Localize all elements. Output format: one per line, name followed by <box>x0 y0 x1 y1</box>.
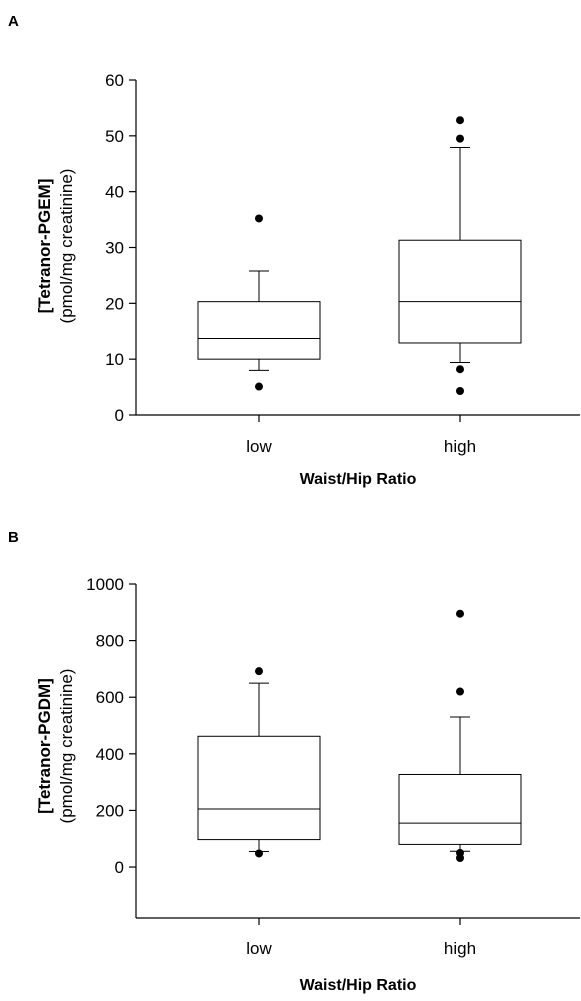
chart-panel-a: A [Tetranor-PGEM] (pmol/mg creatinine) W… <box>0 0 581 498</box>
outlier-point <box>255 382 263 391</box>
outlier-point <box>255 849 263 858</box>
y-tick-label: 600 <box>96 688 124 707</box>
plot-area-a: 0 10 20 30 40 50 60 low high <box>105 71 580 456</box>
y-axis-label-sub-b: (pmol/mg creatinine) <box>57 669 76 824</box>
outlier-point <box>456 687 464 696</box>
iqr-box <box>398 773 522 845</box>
y-axis-label-main-a: [Tetranor-PGEM] <box>35 179 54 314</box>
panel-label-b: B <box>8 529 19 546</box>
plot-area-b: 0 200 400 600 800 1000 low high <box>86 575 580 958</box>
outlier-point <box>456 386 464 395</box>
y-tick-label: 400 <box>96 745 124 764</box>
y-tick-label: 30 <box>105 239 124 258</box>
outlier-point <box>456 848 464 857</box>
y-tick-label: 1000 <box>86 575 124 594</box>
y-tick-label: 20 <box>105 294 124 313</box>
iqr-box <box>398 239 522 344</box>
box-high <box>398 609 522 862</box>
y-axis-label-main-b: [Tetranor-PGDM] <box>35 678 54 814</box>
x-tick-label-high: high <box>444 939 476 958</box>
iqr-box <box>197 301 321 360</box>
y-tick-label: 60 <box>105 71 124 90</box>
chart-a-svg: A [Tetranor-PGEM] (pmol/mg creatinine) W… <box>8 13 580 488</box>
x-axis-label-b: Waist/Hip Ratio <box>300 977 417 994</box>
x-tick-label-low: low <box>246 437 272 456</box>
chart-panel-b: B [Tetranor-PGDM] (pmol/mg creatinine) W… <box>0 498 581 996</box>
box-high <box>398 116 522 395</box>
outlier-point <box>456 365 464 374</box>
x-tick-label-low: low <box>246 939 272 958</box>
y-tick-label: 10 <box>105 350 124 369</box>
y-tick-label: 0 <box>115 858 124 877</box>
y-tick-label: 50 <box>105 127 124 146</box>
y-tick-label: 40 <box>105 183 124 202</box>
y-tick-label: 200 <box>96 801 124 820</box>
y-axis-label-sub-a: (pmol/mg creatinine) <box>57 169 76 324</box>
outlier-point <box>456 116 464 125</box>
outlier-point <box>456 609 464 618</box>
box-low <box>197 214 321 391</box>
iqr-box <box>197 735 321 841</box>
panel-label-a: A <box>8 13 19 30</box>
y-tick-label: 800 <box>96 632 124 651</box>
outlier-point <box>456 134 464 143</box>
chart-b-svg: B [Tetranor-PGDM] (pmol/mg creatinine) W… <box>8 529 580 994</box>
x-tick-label-high: high <box>444 437 476 456</box>
outlier-point <box>255 667 263 676</box>
outlier-point <box>255 214 263 223</box>
box-low <box>197 667 321 858</box>
y-tick-label: 0 <box>115 406 124 425</box>
x-axis-label-a: Waist/Hip Ratio <box>300 471 417 488</box>
